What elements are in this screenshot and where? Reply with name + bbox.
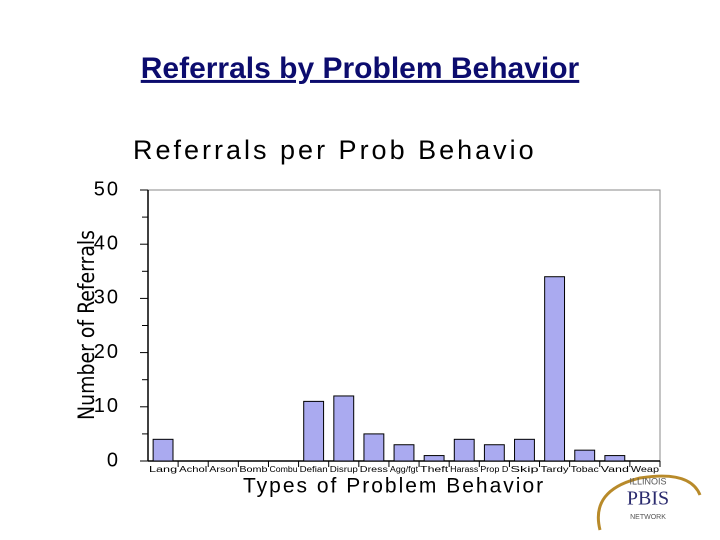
bar bbox=[544, 276, 566, 462]
x-tick-label: Theft bbox=[420, 465, 449, 474]
x-tick-label: Arson bbox=[209, 465, 237, 474]
x-tick-label: Tobac bbox=[571, 465, 599, 474]
x-tick-label: Prop D bbox=[480, 465, 508, 474]
logo-main: PBIS bbox=[627, 488, 669, 510]
x-tick-label: Vand bbox=[601, 465, 629, 474]
y-tick-label: 20 bbox=[94, 341, 120, 363]
bar bbox=[363, 433, 385, 462]
bar bbox=[393, 444, 415, 462]
logo-bottom: NETWORK bbox=[630, 514, 666, 521]
x-tick-label: Tardy bbox=[541, 465, 569, 474]
x-axis-title: Types of Problem Behavior bbox=[243, 475, 545, 498]
x-tick-label: Disrup bbox=[330, 465, 359, 474]
bar bbox=[514, 438, 535, 462]
y-tick-label: 30 bbox=[94, 287, 120, 309]
y-tick-label: 10 bbox=[94, 395, 120, 417]
x-tick-label: Defian bbox=[300, 465, 328, 474]
y-tick-label: 50 bbox=[94, 178, 120, 200]
bar bbox=[453, 438, 475, 462]
bar bbox=[604, 455, 626, 462]
x-tick-label: Dress bbox=[360, 465, 388, 474]
bar bbox=[152, 438, 174, 462]
logo-top: ILLINOIS bbox=[629, 476, 666, 486]
logo: ILLINOIS PBIS NETWORK bbox=[596, 474, 702, 531]
logo-swoosh bbox=[596, 474, 702, 531]
bar bbox=[423, 455, 445, 462]
bar bbox=[333, 395, 355, 462]
x-tick-label: Weap bbox=[631, 465, 660, 474]
y-tick-label: 0 bbox=[107, 449, 120, 471]
x-tick-label: Skip bbox=[510, 465, 539, 474]
y-axis-title: Number of Referrals bbox=[75, 230, 100, 420]
x-tick-label: Agg/fgt bbox=[390, 465, 419, 474]
x-tick-label: Harass bbox=[450, 465, 478, 474]
x-tick-label: Bomb bbox=[239, 465, 268, 474]
bar bbox=[574, 449, 596, 462]
x-tick-label: Combu bbox=[269, 465, 297, 474]
y-tick-label: 40 bbox=[94, 232, 120, 254]
plot: 0 10 20 30 40 50 Lang Achol Arson Bomb Combu Defian… bbox=[94, 178, 661, 474]
bar bbox=[483, 444, 505, 462]
bar bbox=[303, 400, 325, 462]
chart-title: Referrals per Prob Behavio bbox=[133, 135, 537, 165]
slide-title: Referrals by Problem Behavior bbox=[141, 52, 580, 85]
x-tick-label: Lang bbox=[149, 465, 177, 474]
x-tick-label: Achol bbox=[179, 465, 207, 474]
plot-frame bbox=[147, 189, 661, 462]
